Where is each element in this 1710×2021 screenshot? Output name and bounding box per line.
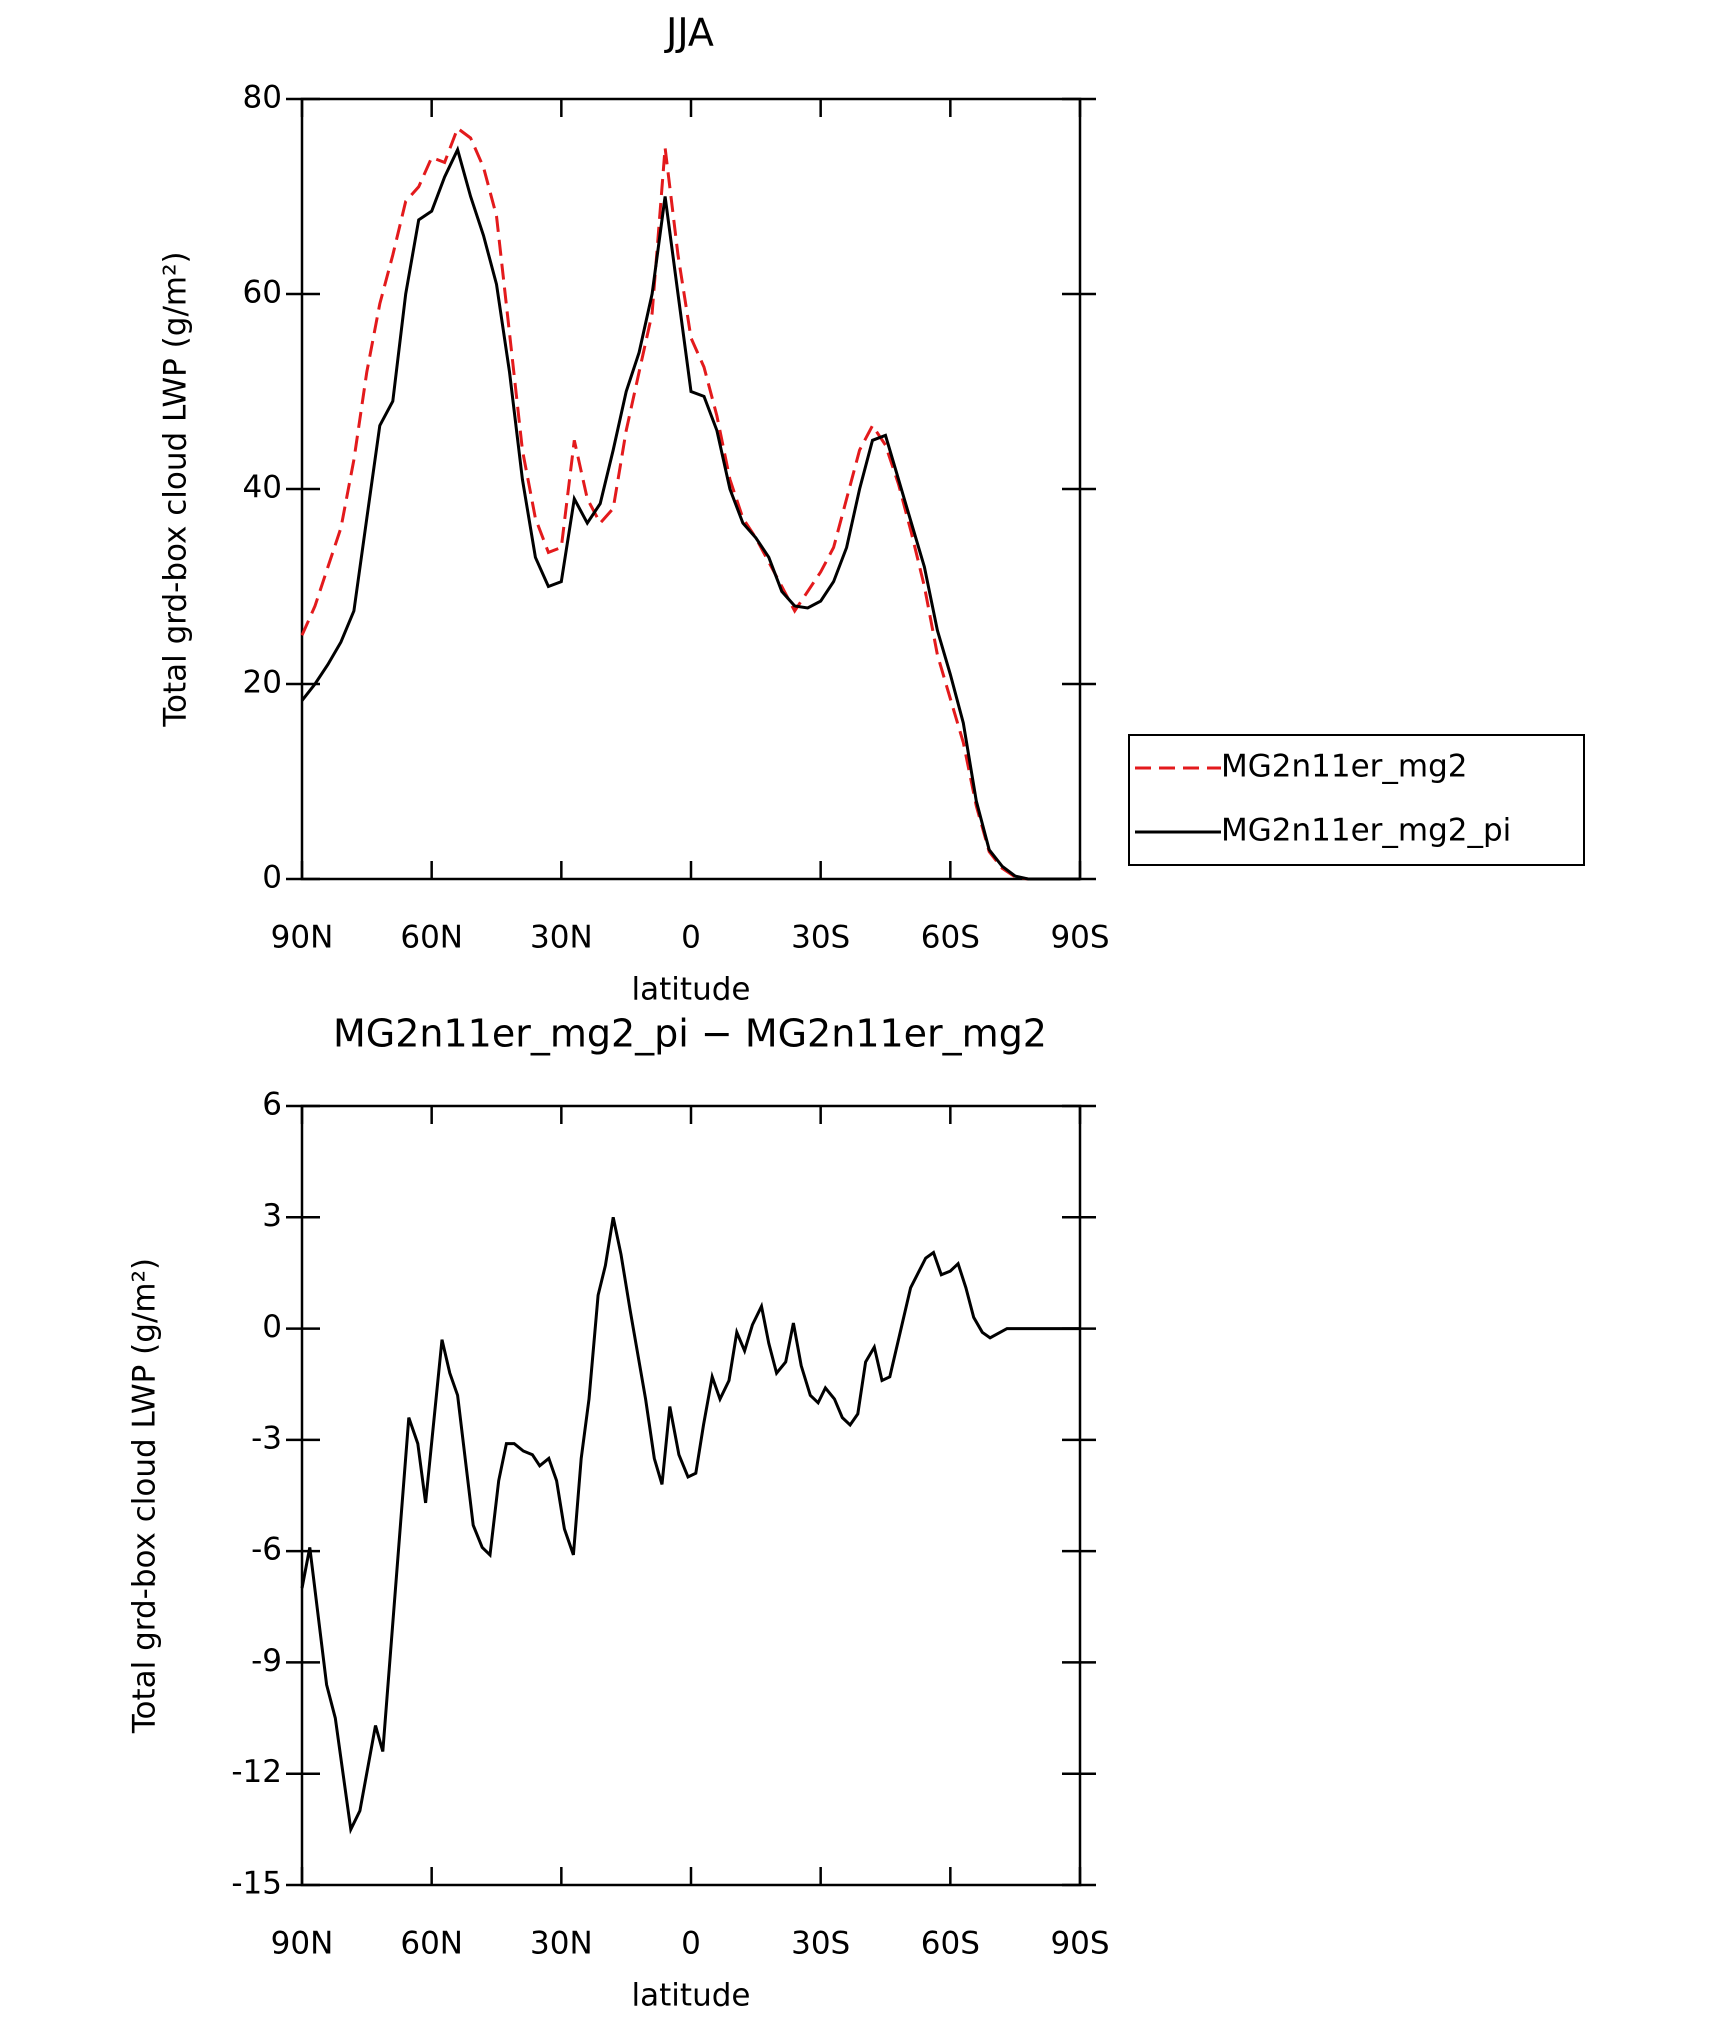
legend-label: MG2n11er_mg2_pi [1221,813,1511,849]
y-tick-label: 80 [243,80,282,116]
x-tick-label: 60N [400,1926,463,1962]
x-tick-label: 90N [271,920,334,956]
x-tick-label: 90S [1050,920,1109,956]
x-axis-label: latitude [632,1978,751,2014]
y-tick-label: 60 [243,275,282,311]
y-tick-label: -6 [251,1532,282,1568]
x-tick-label: 0 [681,920,701,956]
chart-title: MG2n11er_mg2_pi − MG2n11er_mg2 [333,1012,1047,1056]
x-tick-label: 30S [791,1926,850,1962]
plot-frame [300,97,1082,881]
plot-frame [300,1104,1082,1887]
data-line [300,125,1080,881]
y-tick-label: 0 [262,1309,282,1345]
legend-label: MG2n11er_mg2 [1221,749,1468,785]
y-axis-label: Total grd-box cloud LWP (g/m²) [158,251,194,727]
x-axis-label: latitude [632,972,751,1008]
x-tick-label: 60N [400,920,463,956]
x-tick-label: 90S [1050,1926,1109,1962]
y-tick-label: 20 [243,665,282,701]
y-tick-label: 0 [262,860,282,896]
y-tick-label: -15 [231,1866,282,1902]
data-line [300,1216,1080,1835]
y-tick-label: -3 [251,1420,282,1456]
legend-box [1128,734,1585,866]
x-tick-label: 30N [530,1926,593,1962]
x-tick-label: 60S [921,1926,980,1962]
y-tick-label: -12 [231,1754,282,1790]
y-tick-label: -9 [251,1643,282,1679]
x-tick-label: 60S [921,920,980,956]
x-tick-label: 0 [681,1926,701,1962]
y-tick-label: 40 [243,470,282,506]
x-tick-label: 30S [791,920,850,956]
y-tick-label: 6 [262,1087,282,1123]
x-tick-label: 90N [271,1926,334,1962]
data-line [300,145,1080,881]
chart-title: JJA [664,11,714,55]
y-axis-label: Total grd-box cloud LWP (g/m²) [127,1258,163,1734]
y-tick-label: 3 [262,1198,282,1234]
x-tick-label: 30N [530,920,593,956]
